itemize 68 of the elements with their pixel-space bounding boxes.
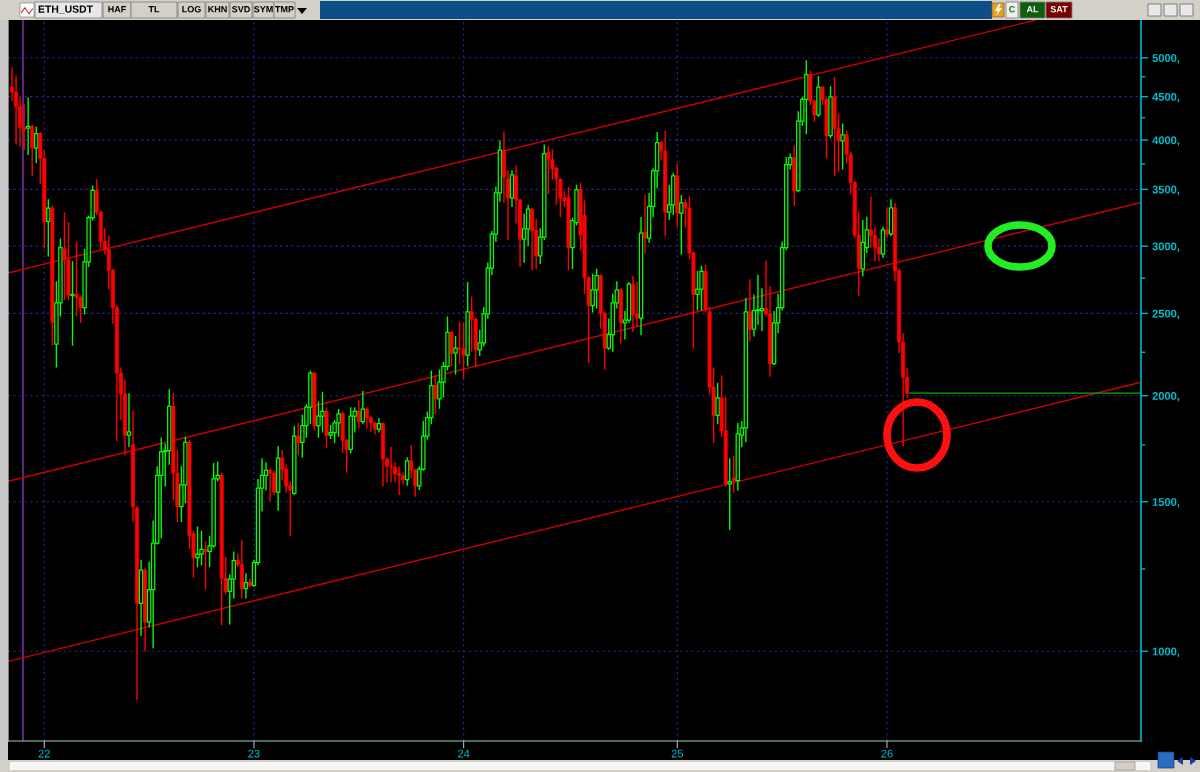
x-tick-label: 25 xyxy=(671,749,684,758)
candlestick xyxy=(126,393,132,448)
candlestick xyxy=(46,199,51,257)
candlestick xyxy=(296,422,301,456)
y-tick-label: 2500, xyxy=(1152,309,1180,320)
y-tick-label: 2000, xyxy=(1152,391,1180,402)
candlestick xyxy=(727,458,732,531)
candlestick xyxy=(509,170,515,207)
text: AL xyxy=(1026,6,1039,13)
text: SYM xyxy=(253,6,273,13)
candlestick xyxy=(25,97,31,155)
y-tick-label: 1000, xyxy=(1152,647,1180,658)
x-tick-label: 23 xyxy=(248,749,260,758)
candlestick xyxy=(715,382,720,425)
candlestick xyxy=(433,375,438,414)
candlestick xyxy=(880,226,886,258)
candlestick xyxy=(195,526,200,568)
candlestick xyxy=(453,335,458,375)
y-tick-label: 3000, xyxy=(1152,242,1180,252)
candlestick xyxy=(860,219,866,277)
candlestick xyxy=(203,541,208,590)
candlestick xyxy=(404,457,410,486)
candlestick xyxy=(699,265,704,311)
candlestick xyxy=(465,282,470,367)
candlestick xyxy=(804,60,809,135)
candlestick xyxy=(885,207,889,239)
candlestick xyxy=(679,195,684,255)
y-tick-label: 5000, xyxy=(1152,54,1180,64)
candlestick xyxy=(33,126,39,164)
candlestick xyxy=(735,422,741,491)
text: SVD xyxy=(231,6,250,13)
candlestick xyxy=(389,446,394,483)
x-tick-label: 24 xyxy=(458,749,470,758)
candlestick xyxy=(731,456,736,493)
text: TL xyxy=(148,6,160,13)
candlestick xyxy=(546,145,551,195)
candlestick xyxy=(356,400,361,429)
candlestick xyxy=(397,466,402,495)
x-tick-label: 26 xyxy=(881,749,893,758)
y-tick-label: 3500, xyxy=(1152,185,1180,196)
candlestick xyxy=(70,261,75,346)
y-tick-label: 4000, xyxy=(1152,136,1180,146)
candlestick xyxy=(449,330,454,367)
candlestick xyxy=(364,407,369,429)
x-tick-label: 22 xyxy=(38,749,50,758)
y-tick-label: 4500, xyxy=(1152,92,1180,103)
text: HAF xyxy=(108,6,126,13)
text: KHN xyxy=(208,6,227,13)
y-tick-label: 1500, xyxy=(1152,498,1180,508)
candlestick xyxy=(231,551,237,599)
candlestick xyxy=(590,273,595,313)
candlestick xyxy=(461,322,466,379)
text: TMP xyxy=(275,6,294,13)
candlestick xyxy=(62,212,67,301)
candlestick xyxy=(268,468,273,501)
candlestick xyxy=(747,279,752,342)
candlestick xyxy=(324,407,329,449)
text: C xyxy=(1009,6,1016,13)
candlestick xyxy=(247,578,252,587)
text: LOG xyxy=(182,6,201,13)
candlestick xyxy=(840,123,845,170)
candlestick xyxy=(275,445,281,511)
text: SAT xyxy=(1050,6,1068,13)
candlestick xyxy=(695,270,700,311)
candlestick xyxy=(457,321,462,365)
candlestick xyxy=(199,530,204,566)
candlestick xyxy=(594,268,599,309)
chart-title: ETH_USDT xyxy=(38,5,93,14)
